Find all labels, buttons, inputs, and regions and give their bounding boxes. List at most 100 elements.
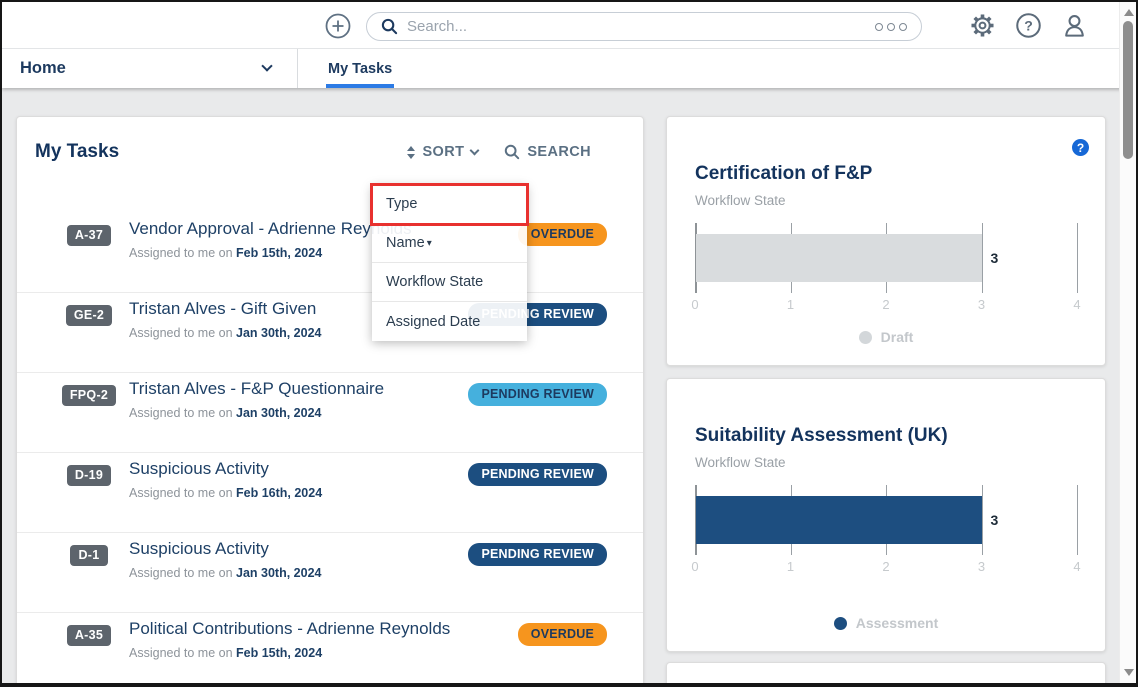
home-dropdown[interactable]: Home bbox=[2, 49, 298, 88]
sort-menu-item-name[interactable]: Name▾ bbox=[372, 224, 527, 263]
search-input[interactable] bbox=[407, 18, 875, 35]
sort-dropdown-menu: Type Name▾ Workflow State Assigned Date bbox=[372, 185, 527, 341]
panel-title: My Tasks bbox=[35, 141, 119, 163]
task-list: A-37Vendor Approval - Adrienne ReynoldsA… bbox=[17, 213, 643, 687]
axis-tick-label: 4 bbox=[1073, 297, 1080, 312]
top-header: ? bbox=[2, 2, 1136, 49]
task-code-badge: FPQ-2 bbox=[62, 385, 116, 406]
user-profile-button[interactable] bbox=[1061, 12, 1088, 39]
axis-tick-label: 2 bbox=[882, 297, 889, 312]
chart-bar bbox=[696, 496, 982, 544]
axis-tick-label: 0 bbox=[691, 559, 698, 574]
help-button[interactable]: ? bbox=[1015, 12, 1042, 39]
status-badge: PENDING REVIEW bbox=[468, 383, 607, 406]
chart-axis-ticks: 01234 bbox=[695, 559, 1077, 575]
search-tasks-button[interactable]: SEARCH bbox=[504, 144, 591, 160]
sort-menu-item-type[interactable]: Type bbox=[372, 185, 527, 224]
task-assigned-date: Assigned to me on Jan 30th, 2024 bbox=[129, 406, 483, 420]
axis-tick-label: 1 bbox=[787, 297, 794, 312]
chart-plot-area: 3 bbox=[695, 485, 1077, 555]
sort-menu-item-assigned-date[interactable]: Assigned Date bbox=[372, 302, 527, 341]
search-icon bbox=[504, 144, 520, 160]
settings-button[interactable] bbox=[969, 12, 996, 39]
chart-legend: Assessment bbox=[667, 615, 1105, 631]
svg-text:?: ? bbox=[1024, 17, 1033, 33]
global-search-bar[interactable] bbox=[366, 12, 922, 41]
axis-tick-label: 1 bbox=[787, 559, 794, 574]
search-icon bbox=[381, 18, 398, 35]
active-tab-indicator bbox=[326, 84, 394, 88]
chart-card: Suitability Assessment (UK) Workflow Stat… bbox=[666, 378, 1106, 652]
scrollbar-thumb[interactable] bbox=[1123, 21, 1133, 159]
chart-bar-value-label: 3 bbox=[991, 512, 999, 528]
chevron-down-icon bbox=[470, 146, 480, 156]
chart-title: Certification of F&P bbox=[695, 163, 872, 185]
person-icon bbox=[1061, 12, 1088, 39]
menu-item-label: Workflow State bbox=[386, 274, 483, 290]
chart-legend: Draft bbox=[667, 329, 1105, 345]
task-row[interactable]: D-1 Suspicious Activity Assigned to me on … bbox=[17, 533, 643, 613]
chevron-down-icon bbox=[261, 60, 272, 71]
scroll-down-arrow-icon[interactable] bbox=[1124, 669, 1134, 676]
task-assigned-date: Assigned to me on Feb 16th, 2024 bbox=[129, 486, 483, 500]
create-new-button[interactable] bbox=[325, 13, 351, 39]
plus-icon bbox=[325, 13, 351, 39]
task-code-badge: GE-2 bbox=[66, 305, 112, 326]
chart-help-icon[interactable]: ? bbox=[1072, 139, 1089, 156]
gear-icon bbox=[969, 12, 996, 39]
task-code-badge: A-37 bbox=[67, 225, 111, 246]
dashboard-column: ? Certification of F&P Workflow State 3 0 1 2 3… bbox=[666, 116, 1106, 687]
task-title: Suspicious Activity bbox=[129, 539, 483, 559]
sort-label: SORT bbox=[422, 144, 464, 160]
task-row[interactable]: FPQ-2 Tristan Alves - F&P Questionnaire As… bbox=[17, 373, 643, 453]
menu-item-label: Assigned Date bbox=[386, 314, 480, 330]
chart-subtitle: Workflow State bbox=[695, 193, 786, 208]
sort-icon bbox=[407, 146, 415, 159]
chart-bar-value-label: 3 bbox=[991, 250, 999, 266]
status-badge: PENDING REVIEW bbox=[468, 543, 607, 566]
search-options-icon[interactable] bbox=[875, 23, 907, 31]
question-icon: ? bbox=[1015, 12, 1042, 39]
chart-gridline bbox=[982, 223, 983, 293]
chart-subtitle: Workflow State bbox=[695, 455, 786, 470]
legend-label: Draft bbox=[881, 329, 914, 345]
task-row[interactable]: A-37Vendor Approval - Adrienne ReynoldsA… bbox=[17, 213, 643, 293]
vertical-scrollbar[interactable] bbox=[1119, 2, 1136, 683]
task-code-badge: A-35 bbox=[67, 625, 111, 646]
nav-bar: Home My Tasks bbox=[2, 49, 1136, 88]
status-badge: OVERDUE bbox=[518, 223, 607, 246]
status-badge: OVERDUE bbox=[518, 623, 607, 646]
chart-title: Suitability Assessment (UK) bbox=[695, 425, 948, 447]
task-row[interactable]: GE-2Tristan Alves - Gift GivenAssigned t… bbox=[17, 293, 643, 373]
task-row[interactable]: D-19 Suspicious Activity Assigned to me on… bbox=[17, 453, 643, 533]
legend-dot bbox=[859, 331, 872, 344]
status-badge: PENDING REVIEW bbox=[468, 463, 607, 486]
chart-card-partial bbox=[666, 662, 1106, 687]
axis-tick-label: 0 bbox=[691, 297, 698, 312]
task-title: Suspicious Activity bbox=[129, 459, 483, 479]
chart-axis-ticks: 01234 bbox=[695, 297, 1077, 313]
sort-direction-icon: ▾ bbox=[427, 238, 432, 249]
task-code-badge: D-1 bbox=[70, 545, 107, 566]
task-code-badge: D-19 bbox=[67, 465, 111, 486]
home-label: Home bbox=[20, 59, 66, 78]
axis-tick-label: 4 bbox=[1073, 559, 1080, 574]
tab-label: My Tasks bbox=[328, 61, 392, 77]
task-row[interactable]: A-35Political Contributions - Adrienne R… bbox=[17, 613, 643, 687]
task-assigned-date: Assigned to me on Jan 30th, 2024 bbox=[129, 566, 483, 580]
task-assigned-date: Assigned to me on Feb 15th, 2024 bbox=[129, 646, 483, 660]
chart-bar bbox=[696, 234, 982, 282]
axis-tick-label: 3 bbox=[978, 297, 985, 312]
task-title: Tristan Alves - F&P Questionnaire bbox=[129, 379, 483, 399]
sort-button[interactable]: SORT bbox=[407, 144, 478, 160]
menu-item-label: Type bbox=[386, 196, 417, 212]
legend-label: Assessment bbox=[856, 615, 939, 631]
chart-card: ? Certification of F&P Workflow State 3 0 1 2 3… bbox=[666, 116, 1106, 366]
chart-gridline bbox=[1077, 223, 1078, 293]
axis-tick-label: 3 bbox=[978, 559, 985, 574]
tab-my-tasks[interactable]: My Tasks bbox=[322, 49, 398, 88]
scroll-up-arrow-icon[interactable] bbox=[1124, 9, 1134, 16]
chart-plot-area: 3 bbox=[695, 223, 1077, 293]
app-window: ? Home My Tasks My Tasks bbox=[0, 0, 1138, 687]
sort-menu-item-workflow-state[interactable]: Workflow State bbox=[372, 263, 527, 302]
